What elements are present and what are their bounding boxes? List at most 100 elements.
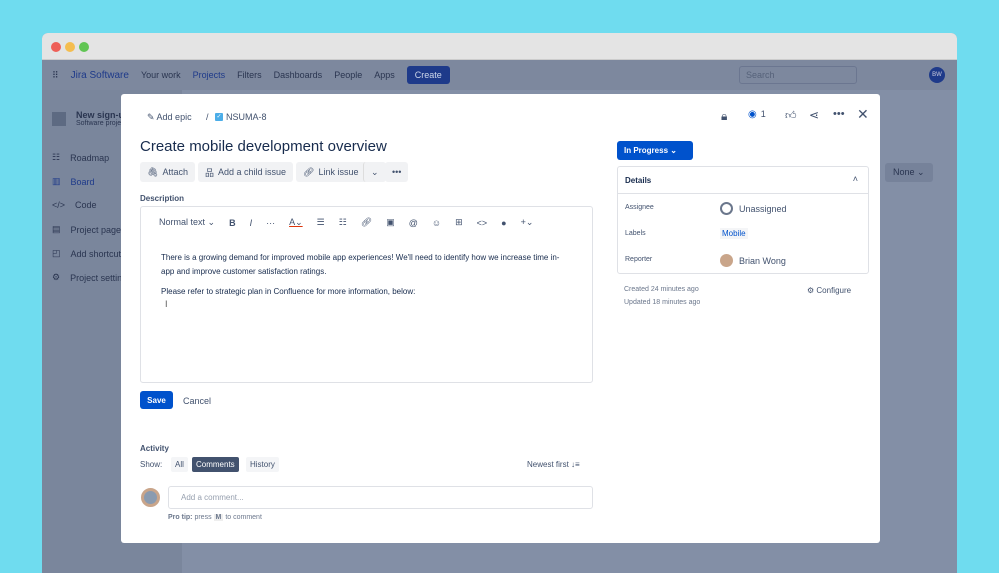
code-icon[interactable]: <> — [476, 217, 488, 228]
editor-toolbar: Normal text ⌄ B I ··· A⌄ ☰ ☷ 🔗︎ ▣ @ ☺ ⊞ <> ● +⌄ — [159, 217, 533, 228]
search-input[interactable]: Search — [739, 66, 857, 84]
sidebar-item-settings[interactable]: ⚙ Project settings — [52, 272, 132, 283]
label-tag[interactable]: Mobile — [720, 228, 748, 239]
activity-label: Activity — [140, 444, 169, 453]
reporter-value: Brian Wong — [739, 255, 786, 266]
emoji-icon[interactable]: ☺ — [431, 217, 442, 228]
sort-label: Newest first — [527, 460, 569, 469]
tip-bold: Pro tip: — [168, 514, 193, 521]
close-window-button[interactable] — [51, 42, 61, 52]
sidebar-item-pages[interactable]: ▤ Project pages — [52, 224, 126, 235]
page-icon: ▤ — [52, 224, 61, 234]
issue-title[interactable]: Create mobile development overview — [140, 138, 387, 155]
sidebar-item-roadmap[interactable]: ☷ Roadmap — [52, 152, 109, 163]
assignee-field[interactable]: Unassigned — [720, 202, 787, 215]
text-style-label: Normal text — [159, 217, 206, 227]
bold-icon[interactable]: B — [229, 217, 236, 228]
code-icon: </> — [52, 200, 66, 210]
roadmap-icon: ☷ — [52, 152, 61, 162]
comment-input[interactable]: Add a comment... — [168, 486, 593, 509]
details-title: Details — [625, 176, 652, 185]
create-button[interactable]: Create — [406, 66, 450, 84]
sidebar-item-board[interactable]: ▥ Board — [52, 176, 95, 187]
filter-dropdown[interactable]: None ⌄ — [885, 163, 933, 182]
user-avatar — [141, 488, 160, 507]
tip-key: M — [213, 514, 224, 521]
description-paragraph: There is a growing demand for improved m… — [161, 253, 560, 276]
text-cursor-icon: I — [165, 299, 168, 309]
bullet-list-icon[interactable]: ☰ — [316, 217, 325, 227]
sort-button[interactable]: Newest first ↓≡ — [527, 460, 580, 469]
issue-key-link[interactable]: ✓ NSUMA-8 — [215, 112, 267, 122]
avatar[interactable]: BW — [929, 67, 945, 83]
add-child-issue-button[interactable]: 品 Add a child issue — [198, 162, 294, 182]
watch-button[interactable]: ◉ 1 — [748, 109, 766, 120]
unassigned-avatar-icon — [720, 202, 733, 215]
nav-filters[interactable]: Filters — [237, 70, 262, 80]
link-issue-button[interactable]: 🔗︎ Link issue — [296, 162, 366, 182]
italic-icon[interactable]: I — [249, 217, 253, 228]
description-paragraph: Please refer to strategic plan in Conflu… — [161, 287, 416, 296]
insert-icon[interactable]: +⌄ — [520, 217, 534, 227]
more-actions-button[interactable]: ••• — [385, 162, 409, 182]
filter-comments[interactable]: Comments — [192, 457, 239, 472]
hierarchy-icon: 品 — [205, 167, 215, 178]
paperclip-icon: 🖇︎ — [147, 166, 159, 177]
filter-all[interactable]: All — [171, 457, 188, 472]
add-epic-link[interactable]: ✎ Add epic — [147, 112, 192, 122]
tip-pre: press — [194, 514, 212, 521]
more-icon[interactable]: ••• — [833, 108, 845, 120]
more-format-icon[interactable]: ··· — [266, 217, 276, 228]
pro-tip: Pro tip: press M to comment — [168, 514, 262, 521]
status-label: In Progress — [624, 146, 669, 155]
attach-button[interactable]: 🖇︎ Attach — [140, 162, 195, 182]
link-icon[interactable]: 🔗︎ — [360, 217, 373, 227]
sidebar-item-label: Roadmap — [70, 152, 110, 163]
nav-apps[interactable]: Apps — [374, 70, 395, 80]
add-shortcut-icon: ◰ — [52, 248, 61, 258]
assignee-label: Assignee — [625, 204, 654, 211]
nav-projects[interactable]: Projects — [192, 70, 226, 80]
configure-button[interactable]: ⚙ Configure — [807, 286, 851, 295]
minimize-window-button[interactable] — [65, 42, 75, 52]
nav-people[interactable]: People — [334, 70, 363, 80]
eye-icon: ◉ — [748, 109, 757, 120]
top-nav: ⠿ Jira Software Your work Projects Filte… — [42, 60, 957, 90]
status-dropdown[interactable]: In Progress ⌄ — [617, 141, 693, 160]
description-editor[interactable]: Normal text ⌄ B I ··· A⌄ ☰ ☷ 🔗︎ ▣ @ ☺ ⊞ <> ● +⌄ Th… — [140, 206, 593, 383]
numbered-list-icon[interactable]: ☷ — [338, 217, 347, 227]
child-label: Add a child issue — [218, 167, 287, 177]
lock-icon[interactable]: 🔒︎ — [721, 109, 728, 123]
gear-icon: ⚙ — [807, 286, 815, 295]
project-avatar — [52, 111, 66, 126]
sidebar-item-label: Add shortcut — [70, 248, 122, 259]
link-dropdown-button[interactable]: ⌄ — [363, 162, 386, 182]
share-icon[interactable]: ⋖ — [809, 108, 820, 122]
maximize-window-button[interactable] — [79, 42, 89, 52]
jira-logo[interactable]: Jira Software — [70, 69, 129, 81]
attach-label: Attach — [162, 167, 188, 177]
nav-your-work[interactable]: Your work — [140, 70, 181, 80]
tip-post: to comment — [225, 514, 262, 521]
sidebar-item-code[interactable]: </> Code — [52, 200, 97, 210]
link-icon: 🔗︎ — [303, 166, 315, 177]
info-icon[interactable]: ● — [501, 217, 507, 228]
sidebar-item-shortcut[interactable]: ◰ Add shortcut — [52, 248, 121, 259]
save-button[interactable]: Save — [140, 391, 173, 409]
nav-dashboards[interactable]: Dashboards — [273, 70, 323, 80]
table-icon[interactable]: ⊞ — [455, 217, 463, 227]
like-icon[interactable]: 👍︎ — [785, 110, 797, 122]
filter-history[interactable]: History — [246, 457, 279, 472]
close-icon[interactable]: ✕ — [857, 106, 869, 122]
app-switcher-icon[interactable]: ⠿ — [52, 69, 59, 80]
text-style-dropdown[interactable]: Normal text ⌄ — [159, 217, 216, 227]
cancel-button[interactable]: Cancel — [183, 396, 212, 406]
reporter-field[interactable]: Brian Wong — [720, 254, 786, 267]
sort-icon: ↓≡ — [571, 460, 580, 469]
mention-icon[interactable]: @ — [408, 217, 418, 228]
details-header[interactable]: Details ˄ — [618, 167, 868, 194]
text-color-icon[interactable]: A⌄ — [289, 217, 303, 227]
project-name: New sign-up — [76, 110, 130, 120]
image-icon[interactable]: ▣ — [386, 217, 395, 227]
gear-icon: ⚙ — [52, 272, 61, 282]
